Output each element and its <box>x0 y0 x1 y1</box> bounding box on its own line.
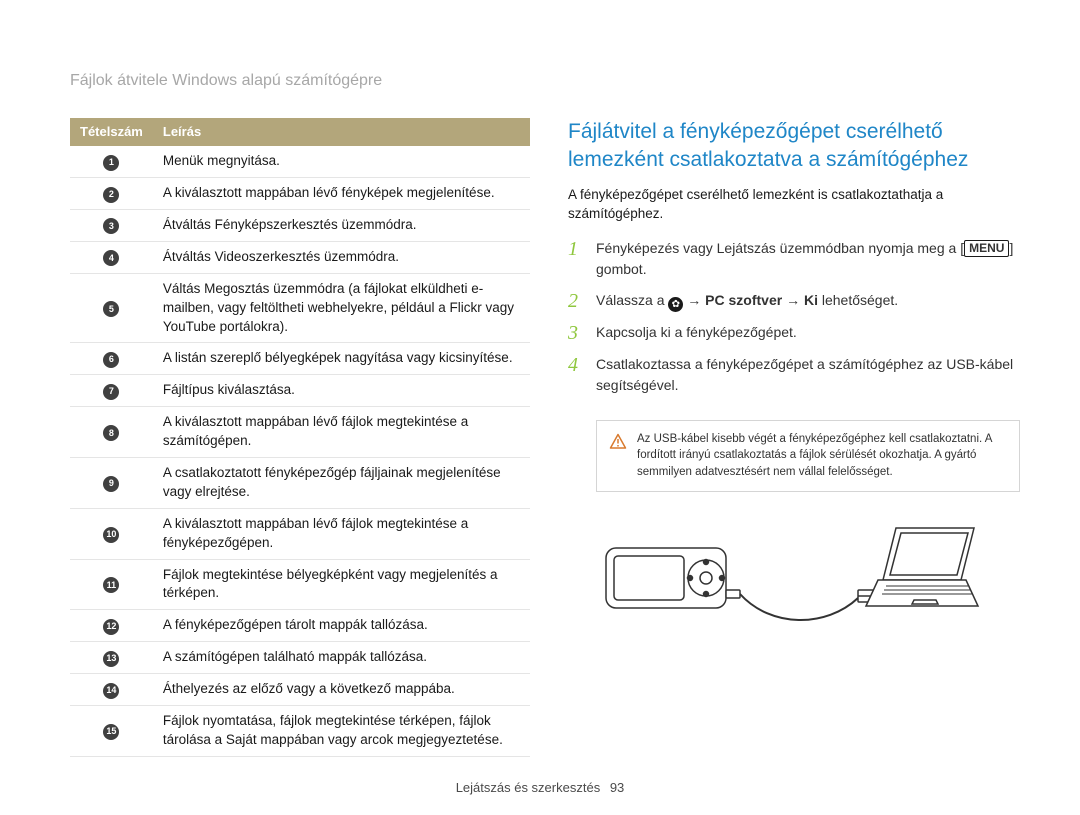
num-badge: 12 <box>103 619 119 635</box>
step-text: Csatlakoztassa a fényképezőgépet a számí… <box>596 354 1020 396</box>
connection-illustration <box>596 518 986 638</box>
step-text-bold: PC szoftver <box>705 292 782 308</box>
col-header-num: Tételszám <box>70 118 153 146</box>
table-row: 15 Fájlok nyomtatása, fájlok megtekintése… <box>70 706 530 757</box>
step-number: 3 <box>568 322 586 344</box>
table-row: 8 A kiválasztott mappában lévő fájlok meg… <box>70 407 530 458</box>
row-desc: A csatlakoztatott fényképezőgép fájljain… <box>153 457 530 508</box>
step-4: 4 Csatlakoztassa a fényképezőgépet a szá… <box>568 354 1020 396</box>
step-text-bold: Ki <box>804 292 818 308</box>
page-footer: Lejátszás és szerkesztés 93 <box>0 780 1080 795</box>
step-text-part: gombot. <box>596 261 647 277</box>
table-row: 14 Áthelyezés az előző vagy a következő m… <box>70 674 530 706</box>
section-heading: Fájlátvitel a fényképezőgépet cserélhető… <box>568 118 1020 175</box>
num-badge: 5 <box>103 301 119 317</box>
num-badge: 14 <box>103 683 119 699</box>
table-row: 10 A kiválasztott mappában lévő fájlok me… <box>70 508 530 559</box>
step-text-part: Válassza a <box>596 292 668 308</box>
step-number: 1 <box>568 238 586 280</box>
table-row: 1 Menük megnyitása. <box>70 146 530 177</box>
section-intro: A fényképezőgépet cserélhető lemezként i… <box>568 185 1020 224</box>
num-badge: 2 <box>103 187 119 203</box>
left-column: Tételszám Leírás 1 Menük megnyitása. 2 A k… <box>70 118 530 757</box>
num-badge: 7 <box>103 384 119 400</box>
items-table: Tételszám Leírás 1 Menük megnyitása. 2 A k… <box>70 118 530 757</box>
row-desc: A fényképezőgépen tárolt mappák tallózás… <box>153 610 530 642</box>
table-row: 13 A számítógépen található mappák tallóz… <box>70 642 530 674</box>
num-badge: 10 <box>103 527 119 543</box>
num-badge: 15 <box>103 724 119 740</box>
step-number: 4 <box>568 354 586 396</box>
row-desc: Váltás Megosztás üzemmódra (a fájlokat e… <box>153 273 530 343</box>
step-text: Fényképezés vagy Lejátszás üzemmódban ny… <box>596 238 1020 280</box>
step-text-part: → <box>683 292 705 308</box>
footer-section: Lejátszás és szerkesztés <box>456 780 601 795</box>
step-text-part: Fényképezés vagy Lejátszás üzemmódban ny… <box>596 240 960 256</box>
step-text: Kapcsolja ki a fényképezőgépet. <box>596 322 797 344</box>
step-1: 1 Fényképezés vagy Lejátszás üzemmódban … <box>568 238 1020 280</box>
row-desc: Menük megnyitása. <box>153 146 530 177</box>
row-desc: Fájltípus kiválasztása. <box>153 375 530 407</box>
num-badge: 6 <box>103 352 119 368</box>
step-text-part: → <box>782 292 804 308</box>
note-text: Az USB-kábel kisebb végét a fényképezőgé… <box>637 431 1005 481</box>
row-desc: A kiválasztott mappában lévő fájlok megt… <box>153 508 530 559</box>
table-row: 12 A fényképezőgépen tárolt mappák tallóz… <box>70 610 530 642</box>
step-text-part: lehetőséget. <box>818 292 898 308</box>
table-row: 11 Fájlok megtekintése bélyegképként vagy… <box>70 559 530 610</box>
table-row: 9 A csatlakoztatott fényképezőgép fájljai… <box>70 457 530 508</box>
table-row: 3 Átváltás Fényképszerkesztés üzemmódra. <box>70 209 530 241</box>
col-header-desc: Leírás <box>153 118 530 146</box>
warning-icon <box>609 433 627 451</box>
row-desc: Áthelyezés az előző vagy a következő map… <box>153 674 530 706</box>
table-row: 2 A kiválasztott mappában lévő fényképek … <box>70 178 530 210</box>
page-number: 93 <box>610 780 624 795</box>
num-badge: 11 <box>103 577 119 593</box>
warning-note: Az USB-kábel kisebb végét a fényképezőgé… <box>596 420 1020 492</box>
right-column: Fájlátvitel a fényképezőgépet cserélhető… <box>568 118 1020 757</box>
row-desc: A listán szereplő bélyegképek nagyítása … <box>153 343 530 375</box>
table-row: 5 Váltás Megosztás üzemmódra (a fájlokat … <box>70 273 530 343</box>
row-desc: Átváltás Videoszerkesztés üzemmódra. <box>153 241 530 273</box>
step-3: 3 Kapcsolja ki a fényképezőgépet. <box>568 322 1020 344</box>
row-desc: A számítógépen található mappák tallózás… <box>153 642 530 674</box>
row-desc: Fájlok megtekintése bélyegképként vagy m… <box>153 559 530 610</box>
row-desc: Átváltás Fényképszerkesztés üzemmódra. <box>153 209 530 241</box>
table-row: 7 Fájltípus kiválasztása. <box>70 375 530 407</box>
table-row: 6 A listán szereplő bélyegképek nagyítása… <box>70 343 530 375</box>
steps-list: 1 Fényképezés vagy Lejátszás üzemmódban … <box>568 238 1020 396</box>
step-2: 2 Válassza a ✿ → PC szoftver → Ki lehető… <box>568 290 1020 312</box>
gear-icon: ✿ <box>668 297 683 312</box>
step-text: Válassza a ✿ → PC szoftver → Ki lehetősé… <box>596 290 898 312</box>
num-badge: 8 <box>103 425 119 441</box>
step-number: 2 <box>568 290 586 312</box>
num-badge: 1 <box>103 155 119 171</box>
page-title: Fájlok átvitele Windows alapú számítógép… <box>70 72 1020 90</box>
menu-key: MENU <box>964 240 1009 258</box>
table-row: 4 Átváltás Videoszerkesztés üzemmódra. <box>70 241 530 273</box>
num-badge: 9 <box>103 476 119 492</box>
row-desc: Fájlok nyomtatása, fájlok megtekintése t… <box>153 706 530 757</box>
num-badge: 3 <box>103 218 119 234</box>
num-badge: 13 <box>103 651 119 667</box>
row-desc: A kiválasztott mappában lévő fájlok megt… <box>153 407 530 458</box>
row-desc: A kiválasztott mappában lévő fényképek m… <box>153 178 530 210</box>
num-badge: 4 <box>103 250 119 266</box>
